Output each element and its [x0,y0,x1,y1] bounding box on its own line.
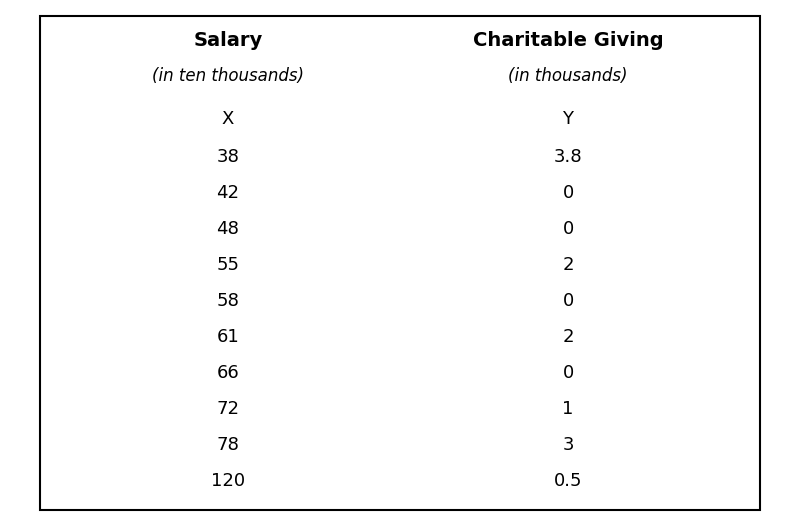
Text: 72: 72 [217,400,239,418]
Text: 38: 38 [217,148,239,166]
Text: 48: 48 [217,220,239,238]
Text: 1: 1 [562,400,574,418]
Text: 2: 2 [562,328,574,346]
Text: 78: 78 [217,436,239,454]
Text: 58: 58 [217,292,239,310]
Text: 0: 0 [562,364,574,382]
Text: 120: 120 [211,472,245,490]
Text: 61: 61 [217,328,239,346]
Text: Salary: Salary [194,31,262,50]
Text: 55: 55 [217,256,239,274]
Text: 3.8: 3.8 [554,148,582,166]
Text: (in ten thousands): (in ten thousands) [152,67,304,85]
Text: 0.5: 0.5 [554,472,582,490]
Text: 0: 0 [562,292,574,310]
Text: 42: 42 [217,184,239,202]
Text: 3: 3 [562,436,574,454]
Text: Y: Y [562,110,574,128]
Text: (in thousands): (in thousands) [508,67,628,85]
Text: 0: 0 [562,220,574,238]
FancyBboxPatch shape [40,16,760,510]
Text: 66: 66 [217,364,239,382]
Text: 0: 0 [562,184,574,202]
Text: X: X [222,110,234,128]
Text: 2: 2 [562,256,574,274]
Text: Charitable Giving: Charitable Giving [473,31,663,50]
